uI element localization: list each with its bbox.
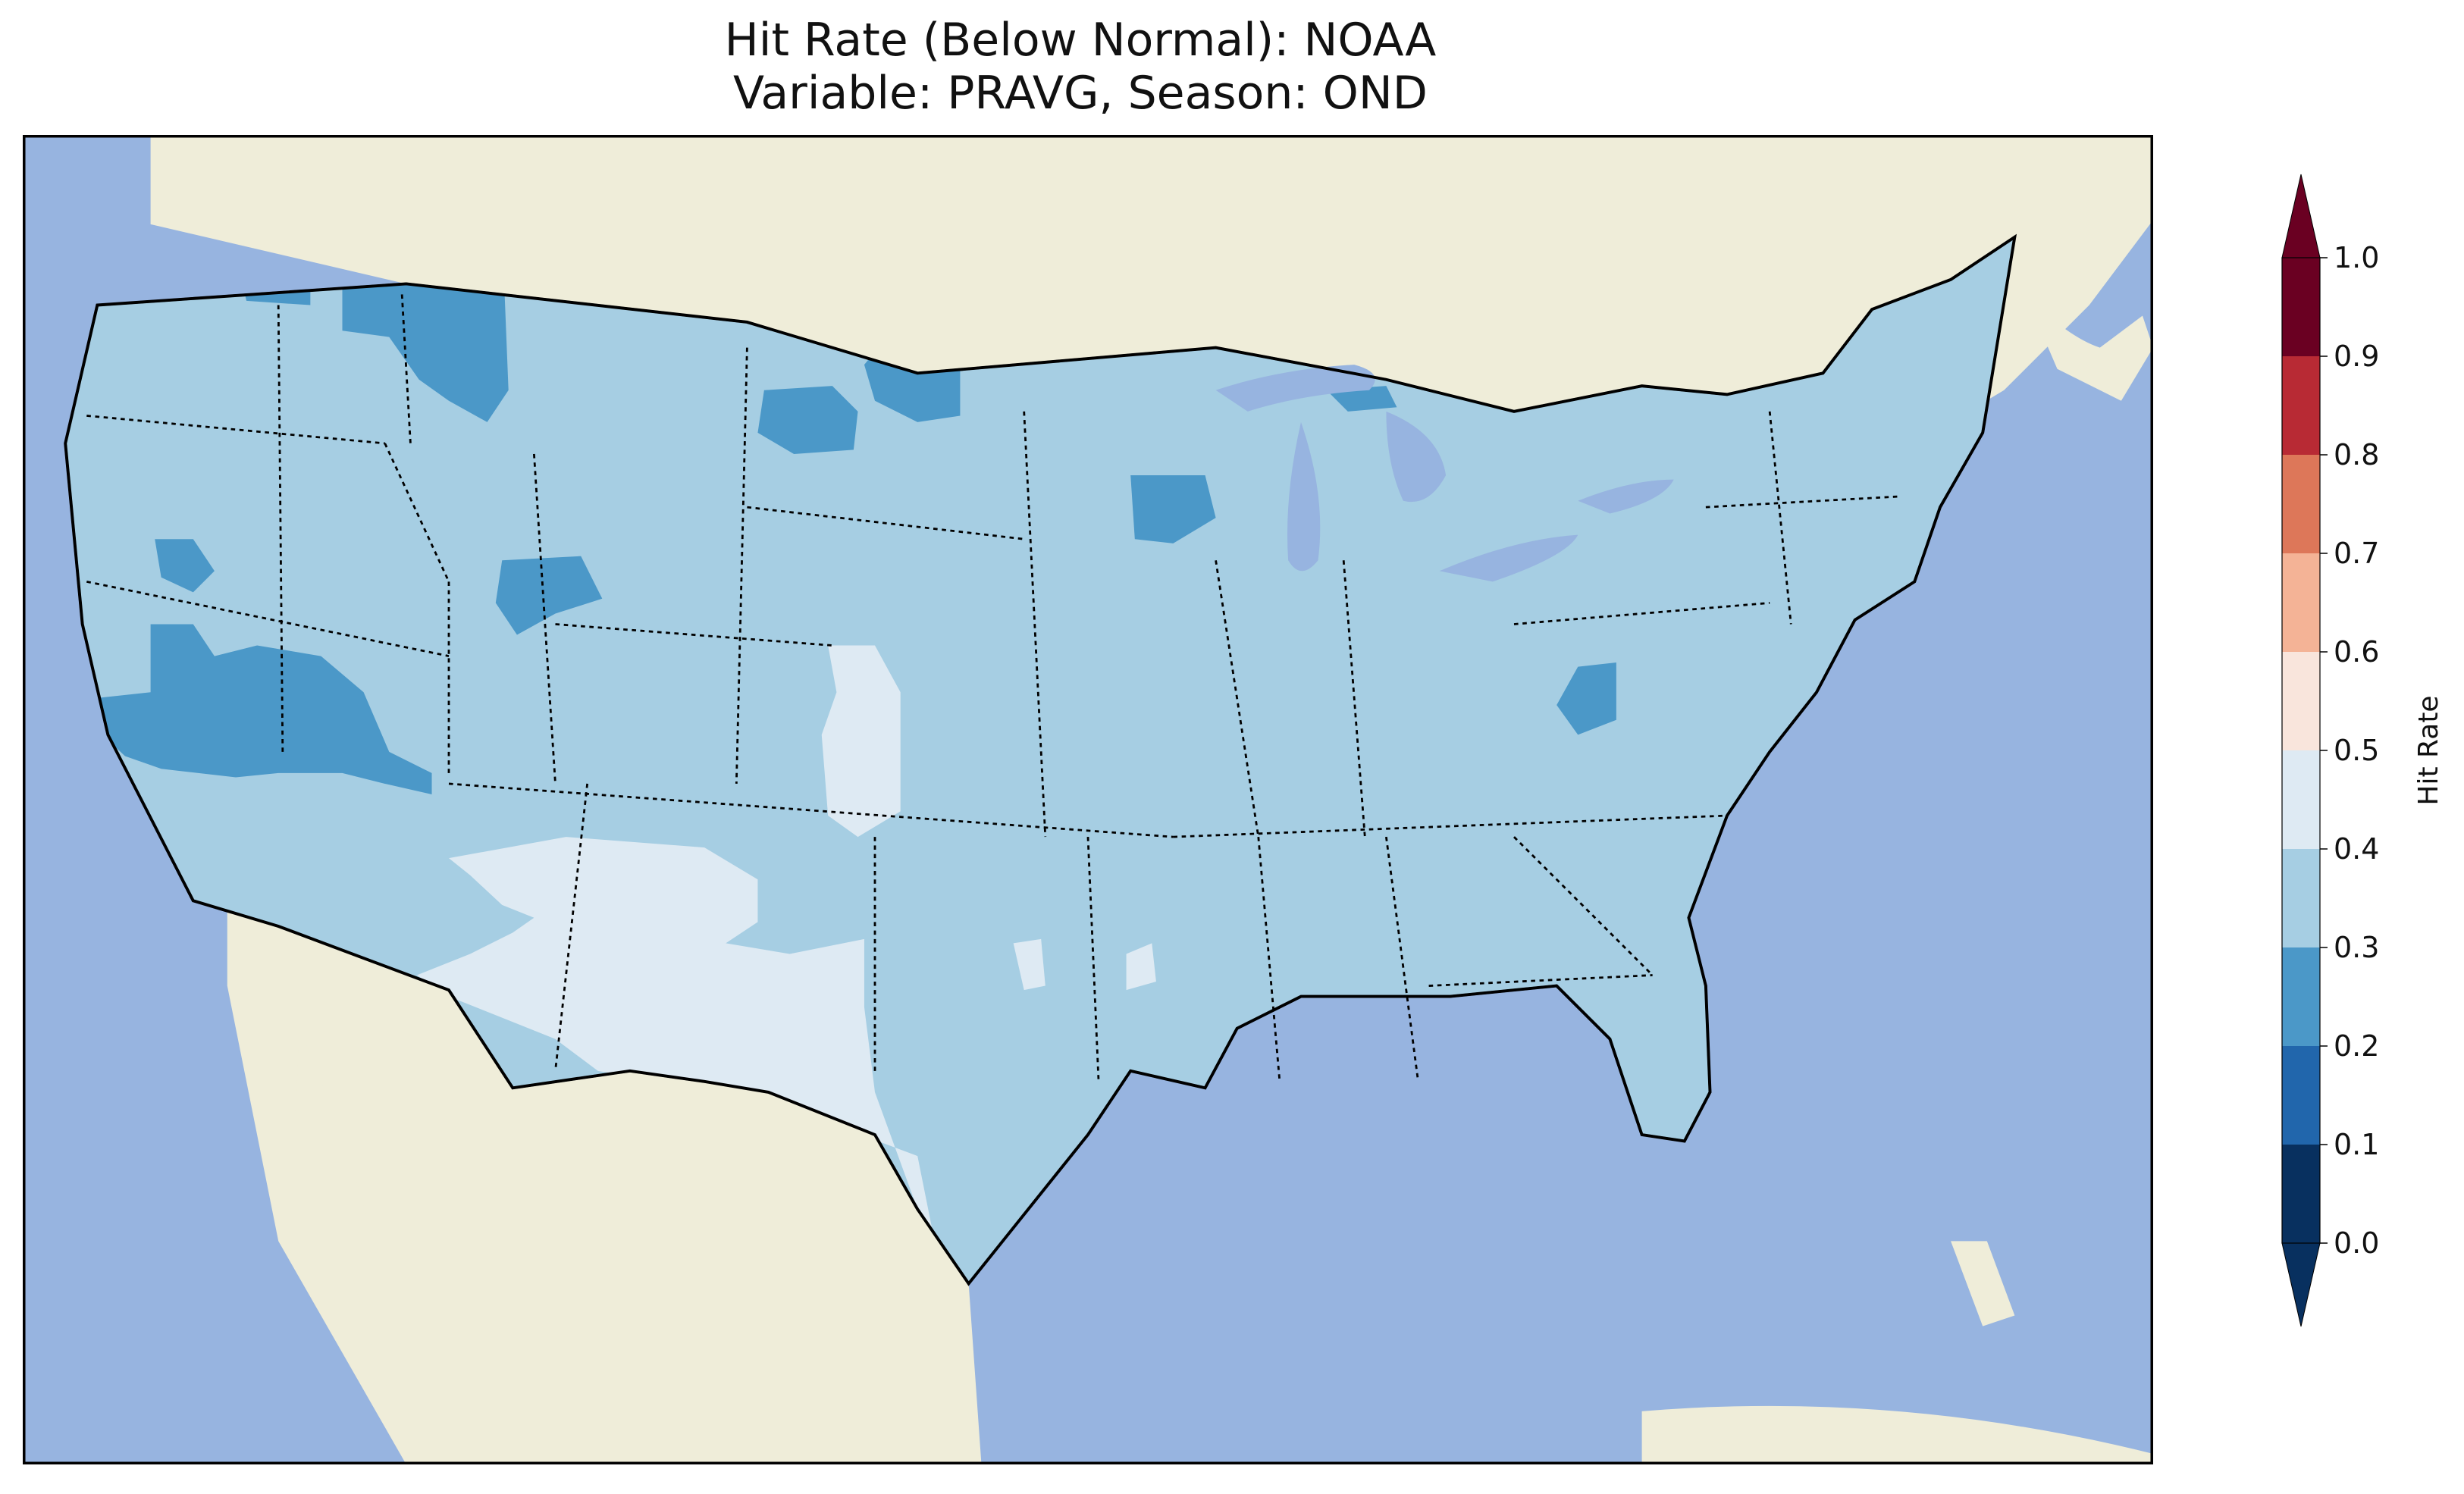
border-or-id xyxy=(277,305,284,752)
colorbar-tick-label: 0.2 xyxy=(2334,1029,2379,1063)
colorbar-bin-5 xyxy=(2282,652,2320,750)
colorbar-bin-4 xyxy=(2282,750,2320,849)
colorbar-tick-label: 0.1 xyxy=(2334,1128,2379,1161)
border-az-nm xyxy=(554,783,589,1071)
patch-wisconsin xyxy=(1130,475,1216,543)
patch-upper-michigan xyxy=(1326,386,1397,412)
colorbar-bin-8 xyxy=(2282,356,2320,455)
border-ny-vt xyxy=(1768,411,1792,625)
chart-title-line-2: Variable: PRAVG, Season: OND xyxy=(733,67,1428,120)
nova-scotia-land xyxy=(2025,294,2153,401)
colorbar-tick-label: 0.8 xyxy=(2334,438,2379,471)
colorbar-bin-2 xyxy=(2282,947,2320,1046)
chart-title-line-1: Hit Rate (Below Normal): NOAA xyxy=(724,14,1437,67)
colorbar-tick-label: 0.7 xyxy=(2334,537,2379,570)
border-co-ne xyxy=(555,623,832,647)
patch-west-virginia xyxy=(1556,662,1616,735)
colorbar-bin-7 xyxy=(2282,455,2320,553)
border-ia-mo xyxy=(1023,411,1047,838)
border-ar-la xyxy=(1086,837,1100,1082)
colorbar-bin-0 xyxy=(2282,1145,2320,1243)
colorbar-tick-label: 0.3 xyxy=(2334,931,2379,964)
patch-nevada-california xyxy=(86,624,432,794)
border-il-in xyxy=(1215,560,1260,838)
canada-land xyxy=(150,135,2153,454)
border-ga-fl xyxy=(1428,974,1653,987)
border-in-oh xyxy=(1342,560,1366,838)
patch-arkansas xyxy=(1126,943,1156,991)
map-frame xyxy=(23,135,2153,1464)
colorbar-bin-9 xyxy=(2282,258,2320,356)
colorbar-bins xyxy=(2282,258,2320,1243)
colorbar-tick-label: 0.9 xyxy=(2334,340,2379,373)
colorbar-extend-under xyxy=(2281,1242,2321,1327)
colorbar-ticks: 0.0 0.1 0.2 0.3 0.4 0.5 0.6 0.7 0.8 0.9 1.0 xyxy=(2320,241,2379,1260)
border-pa-md xyxy=(1513,602,1770,625)
baja-peninsula xyxy=(295,1028,406,1390)
border-tn-ky xyxy=(1173,814,1728,838)
border-wy-ut xyxy=(532,453,556,785)
border-ny-pa xyxy=(1705,495,1898,509)
colorbar-tick-label: 1.0 xyxy=(2334,241,2379,274)
patch-northern-california xyxy=(155,539,215,593)
map-panel xyxy=(23,135,2153,1464)
lake-huron xyxy=(1386,411,1447,503)
lake-michigan xyxy=(1287,421,1321,572)
colorbar-bin-3 xyxy=(2282,849,2320,947)
lake-ontario xyxy=(1578,479,1674,514)
colorbar: 0.0 0.1 0.2 0.3 0.4 0.5 0.6 0.7 0.8 0.9 1.0 Hit Ra… xyxy=(2281,174,2444,1327)
colorbar-extend-over xyxy=(2281,174,2321,258)
border-or-ca xyxy=(86,580,450,657)
colorbar-tick-label: 0.0 xyxy=(2334,1226,2379,1260)
colorbar-tick-label: 0.6 xyxy=(2334,635,2379,669)
border-wa-or xyxy=(86,415,385,445)
patch-south-dakota xyxy=(757,386,858,454)
border-ga-sc xyxy=(1513,836,1654,976)
colorbar-bin-6 xyxy=(2282,553,2320,652)
colorbar-label: Hit Rate xyxy=(2413,695,2444,805)
colorbar-bin-1 xyxy=(2282,1046,2320,1145)
bahamas-island xyxy=(1951,1241,2015,1326)
colorbar-tick-label: 0.4 xyxy=(2334,832,2379,866)
lake-superior xyxy=(1215,365,1375,412)
border-al-ga xyxy=(1385,836,1419,1082)
patch-oklahoma xyxy=(1013,938,1045,991)
colorbar-tick-label: 0.5 xyxy=(2334,734,2379,767)
state-borders xyxy=(86,294,1898,1082)
border-ms-al xyxy=(1257,836,1281,1082)
cuba-land xyxy=(1641,1405,2153,1464)
patch-wyoming-utah xyxy=(495,556,603,635)
border-parallel-37 xyxy=(448,782,1174,838)
patch-colorado-kansas xyxy=(821,645,901,838)
lake-erie xyxy=(1439,534,1578,582)
patch-new-mexico-texas xyxy=(416,837,969,1284)
mexico-land xyxy=(227,858,982,1464)
border-sd-ne xyxy=(747,506,1024,540)
